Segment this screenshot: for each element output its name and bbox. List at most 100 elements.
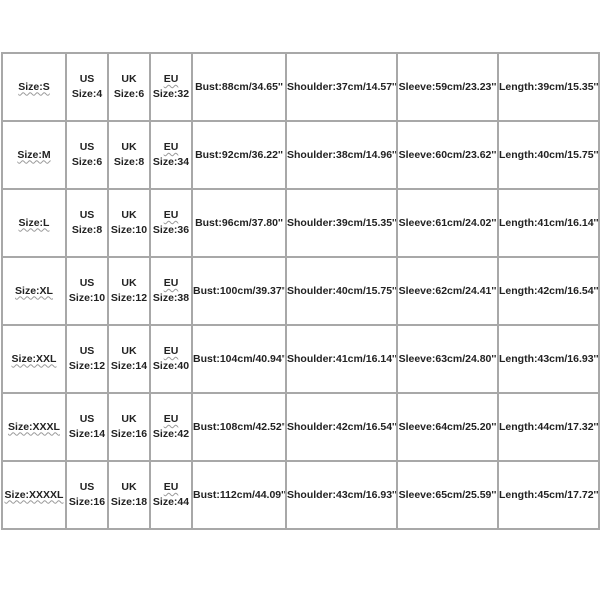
shoulder-cell: Shoulder:41cm/16.14'' (285, 324, 398, 394)
table-row: Size:XXXXL US Size:16 UK Size:18 EU Size:44 Bus… (1, 460, 600, 530)
eu-size-cell: EU Size:42 (149, 392, 193, 462)
size-cell: Size:XL (1, 256, 67, 326)
bust-cell-text: Bust:104cm/40.94'' (193, 352, 286, 365)
shoulder-cell-text: Shoulder:42cm/16.54'' (287, 420, 397, 433)
eu-size-cell-text: EU (163, 209, 179, 221)
table-row: Size:M US Size:6 UK Size:8 EU Size:34 Bust:92cm… (1, 120, 600, 190)
us-size-cell-text: Size:4 (71, 88, 103, 100)
table-row: Size:XXXL US Size:14 UK Size:16 EU Size:42 Bust… (1, 392, 600, 462)
bust-cell-text: Bust:108cm/42.52'' (193, 420, 286, 433)
size-cell-text: Size:XXXL (8, 420, 60, 433)
us-size-cell-text: US (79, 413, 95, 425)
eu-size-cell-text: EU (163, 413, 179, 425)
eu-size-cell-text: EU (163, 73, 179, 85)
us-size-cell-text: US (79, 209, 95, 221)
us-size-cell: US Size:6 (65, 120, 109, 190)
bust-cell: Bust:96cm/37.80'' (191, 188, 287, 258)
bust-cell-text: Bust:92cm/36.22'' (195, 148, 283, 161)
size-chart-table: Size:S US Size:4 UK Size:6 EU Size:32 Bust:88cm… (1, 52, 600, 530)
us-size-cell-text: Size:14 (68, 428, 106, 440)
eu-size-cell: EU Size:38 (149, 256, 193, 326)
uk-size-cell: UK Size:10 (107, 188, 151, 258)
bust-cell: Bust:100cm/39.37'' (191, 256, 287, 326)
shoulder-cell-text: Shoulder:37cm/14.57'' (287, 80, 397, 93)
sleeve-cell: Sleeve:59cm/23.23'' (396, 52, 499, 122)
us-size-cell-text: Size:8 (71, 224, 103, 236)
bust-cell: Bust:112cm/44.09'' (191, 460, 287, 530)
eu-size-cell-text: Size:32 (152, 88, 190, 100)
length-cell-text: Length:42cm/16.54'' (499, 284, 599, 297)
us-size-cell: US Size:16 (65, 460, 109, 530)
eu-size-cell: EU Size:44 (149, 460, 193, 530)
uk-size-cell-text: UK (121, 345, 137, 357)
size-cell-text: Size:XXXXL (4, 488, 64, 501)
eu-size-cell-text: Size:38 (152, 292, 190, 304)
bust-cell: Bust:92cm/36.22'' (191, 120, 287, 190)
table-row: Size:L US Size:8 UK Size:10 EU Size:36 Bust:96c… (1, 188, 600, 258)
length-cell: Length:40cm/15.75'' (497, 120, 600, 190)
eu-size-cell-text: Size:36 (152, 224, 190, 236)
shoulder-cell-text: Shoulder:38cm/14.96'' (287, 148, 397, 161)
sleeve-cell: Sleeve:62cm/24.41'' (396, 256, 499, 326)
us-size-cell-text: US (79, 345, 95, 357)
uk-size-cell-text: Size:18 (110, 496, 148, 508)
us-size-cell: US Size:10 (65, 256, 109, 326)
sleeve-cell: Sleeve:64cm/25.20'' (396, 392, 499, 462)
length-cell-text: Length:44cm/17.32'' (499, 420, 599, 433)
shoulder-cell: Shoulder:43cm/16.93'' (285, 460, 398, 530)
uk-size-cell: UK Size:18 (107, 460, 151, 530)
size-cell: Size:S (1, 52, 67, 122)
bust-cell: Bust:108cm/42.52'' (191, 392, 287, 462)
size-cell: Size:L (1, 188, 67, 258)
us-size-cell: US Size:12 (65, 324, 109, 394)
size-cell-text: Size:M (17, 148, 51, 161)
us-size-cell-text: Size:12 (68, 360, 106, 372)
uk-size-cell-text: Size:16 (110, 428, 148, 440)
shoulder-cell: Shoulder:40cm/15.75'' (285, 256, 398, 326)
size-cell-text: Size:XXL (11, 352, 57, 365)
shoulder-cell-text: Shoulder:39cm/15.35'' (287, 216, 397, 229)
bust-cell: Bust:88cm/34.65'' (191, 52, 287, 122)
uk-size-cell-text: UK (121, 141, 137, 153)
us-size-cell-text: US (79, 73, 95, 85)
bust-cell-text: Bust:100cm/39.37'' (193, 284, 286, 297)
size-cell-text: Size:XL (15, 284, 53, 297)
sleeve-cell: Sleeve:61cm/24.02'' (396, 188, 499, 258)
length-cell: Length:39cm/15.35'' (497, 52, 600, 122)
sleeve-cell-text: Sleeve:64cm/25.20'' (398, 420, 497, 433)
eu-size-cell-text: EU (163, 481, 179, 493)
us-size-cell-text: Size:6 (71, 156, 103, 168)
uk-size-cell-text: UK (121, 73, 137, 85)
sleeve-cell-text: Sleeve:60cm/23.62'' (398, 148, 497, 161)
size-cell: Size:XXXL (1, 392, 67, 462)
shoulder-cell-text: Shoulder:41cm/16.14'' (287, 352, 397, 365)
eu-size-cell-text: EU (163, 345, 179, 357)
length-cell: Length:42cm/16.54'' (497, 256, 600, 326)
sleeve-cell-text: Sleeve:65cm/25.59'' (398, 488, 497, 501)
shoulder-cell: Shoulder:39cm/15.35'' (285, 188, 398, 258)
sleeve-cell: Sleeve:63cm/24.80'' (396, 324, 499, 394)
uk-size-cell-text: Size:12 (110, 292, 148, 304)
uk-size-cell: UK Size:16 (107, 392, 151, 462)
uk-size-cell-text: UK (121, 209, 137, 221)
us-size-cell-text: Size:10 (68, 292, 106, 304)
eu-size-cell-text: EU (163, 141, 179, 153)
length-cell-text: Length:45cm/17.72'' (499, 488, 599, 501)
sleeve-cell: Sleeve:65cm/25.59'' (396, 460, 499, 530)
length-cell-text: Length:43cm/16.93'' (499, 352, 599, 365)
uk-size-cell-text: Size:8 (113, 156, 145, 168)
shoulder-cell: Shoulder:38cm/14.96'' (285, 120, 398, 190)
size-cell: Size:M (1, 120, 67, 190)
eu-size-cell-text: Size:42 (152, 428, 190, 440)
us-size-cell-text: US (79, 481, 95, 493)
size-cell: Size:XXL (1, 324, 67, 394)
length-cell: Length:43cm/16.93'' (497, 324, 600, 394)
length-cell-text: Length:39cm/15.35'' (499, 80, 599, 93)
uk-size-cell-text: UK (121, 413, 137, 425)
sleeve-cell-text: Sleeve:63cm/24.80'' (398, 352, 497, 365)
sleeve-cell-text: Sleeve:59cm/23.23'' (398, 80, 497, 93)
length-cell: Length:41cm/16.14'' (497, 188, 600, 258)
length-cell-text: Length:40cm/15.75'' (499, 148, 599, 161)
bust-cell-text: Bust:88cm/34.65'' (195, 80, 283, 93)
eu-size-cell-text: EU (163, 277, 179, 289)
